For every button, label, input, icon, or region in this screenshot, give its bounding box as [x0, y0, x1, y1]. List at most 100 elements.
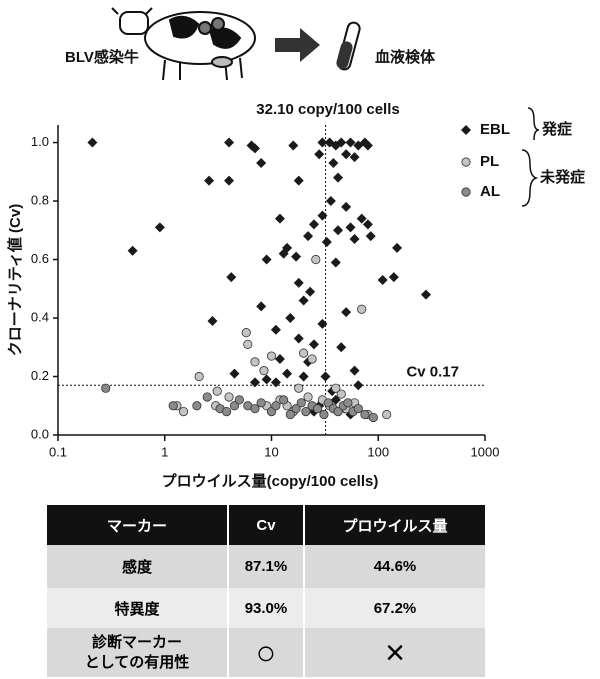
- legend-label: EBL: [480, 121, 510, 138]
- diamond-point: [226, 272, 236, 282]
- diamond-point: [128, 246, 138, 256]
- legend-marker: [462, 158, 470, 166]
- x-tick-label: 1: [161, 444, 168, 459]
- diamond-point: [271, 325, 281, 335]
- diamond-point: [282, 369, 292, 379]
- table-cell: 93.0%: [228, 588, 304, 628]
- diamond-point: [322, 237, 332, 247]
- y-tick-label: 0.4: [31, 309, 49, 324]
- circle-point: [203, 393, 211, 401]
- circle-point: [260, 366, 268, 374]
- legend-label: AL: [480, 183, 500, 200]
- table-header: マーカー: [46, 505, 228, 545]
- chart-title: 32.10 copy/100 cells: [256, 101, 399, 118]
- diamond-point: [256, 301, 266, 311]
- diamond-point: [303, 231, 313, 241]
- diamond-point: [366, 231, 376, 241]
- bracket: [528, 108, 539, 140]
- diamond-point: [392, 243, 402, 253]
- table-cell: 特異度: [46, 588, 228, 628]
- figure: BLV感染牛 血液検体 32.10 copy/100 cells プロウイルス量…: [0, 0, 600, 500]
- diamond-point: [224, 176, 234, 186]
- circle-point: [257, 399, 265, 407]
- diamond-point: [204, 176, 214, 186]
- diamond-point: [389, 272, 399, 282]
- circle-point: [272, 402, 280, 410]
- diamond-point: [357, 214, 367, 224]
- circle-point: [169, 402, 177, 410]
- source-label: BLV感染牛: [65, 48, 139, 66]
- comparison-table: マーカー Cv プロウイルス量 感度 87.1% 44.6% 特異度 93.0%…: [45, 505, 485, 677]
- diamond-point: [350, 366, 360, 376]
- diamond-point: [229, 369, 239, 379]
- table-cell: 67.2%: [304, 588, 485, 628]
- circle-point: [235, 396, 243, 404]
- table-cell: 44.6%: [304, 545, 485, 588]
- circle-point: [251, 358, 259, 366]
- circle-point: [369, 413, 377, 421]
- y-tick-label: 0.0: [31, 426, 49, 441]
- diamond-point: [341, 202, 351, 212]
- circle-point: [279, 396, 287, 404]
- table-cell: 診断マーカー としての有用性: [46, 628, 228, 677]
- bracket: [522, 150, 536, 206]
- diamond-point: [333, 225, 343, 235]
- diamond-point: [299, 372, 309, 382]
- diamond-point: [294, 176, 304, 186]
- table-cell: 感度: [46, 545, 228, 588]
- diamond-point: [250, 377, 260, 387]
- diamond-point: [317, 211, 327, 221]
- diamond-point: [320, 372, 330, 382]
- diamond-point: [207, 316, 217, 326]
- circle-point: [361, 410, 369, 418]
- circle-point: [242, 328, 250, 336]
- circle-point: [383, 410, 391, 418]
- circle-point: [308, 355, 316, 363]
- x-tick-label: 10: [264, 444, 278, 459]
- diamond-point: [378, 275, 388, 285]
- x-tick-label: 0.1: [49, 444, 67, 459]
- diamond-point: [256, 158, 266, 168]
- circle-point: [312, 255, 320, 263]
- diamond-point: [288, 140, 298, 150]
- diamond-point: [262, 255, 272, 265]
- table-cell: ×: [304, 628, 485, 677]
- diamond-point: [341, 307, 351, 317]
- circle-point: [222, 407, 230, 415]
- diamond-point: [155, 222, 165, 232]
- circle-point: [354, 404, 362, 412]
- circle-point: [295, 384, 303, 392]
- diamond-point: [363, 219, 373, 229]
- diamond-point: [305, 287, 315, 297]
- x-tick-label: 1000: [471, 444, 500, 459]
- diamond-point: [331, 257, 341, 267]
- diamond-point: [309, 219, 319, 229]
- page: BLV感染牛 血液検体 32.10 copy/100 cells プロウイルス量…: [0, 0, 600, 679]
- table-header: プロウイルス量: [304, 505, 485, 545]
- x-tick-label: 100: [367, 444, 389, 459]
- diamond-point: [262, 374, 272, 384]
- circle-point: [297, 399, 305, 407]
- diamond-point: [314, 149, 324, 159]
- diamond-point: [87, 138, 97, 148]
- circle-point: [225, 393, 233, 401]
- circle-point: [358, 305, 366, 313]
- circle-point: [344, 399, 352, 407]
- table-header: Cv: [228, 505, 304, 545]
- diamond-point: [353, 380, 363, 390]
- threshold-label: Cv 0.17: [406, 363, 459, 380]
- y-tick-label: 0.8: [31, 192, 49, 207]
- circle-point: [213, 387, 221, 395]
- group-label: 未発症: [539, 168, 585, 186]
- cow-icon: [112, 8, 255, 80]
- diamond-point: [326, 196, 336, 206]
- diamond-point: [271, 377, 281, 387]
- tube-icon: [335, 21, 361, 70]
- arrow: [275, 28, 320, 62]
- diamond-point: [328, 158, 338, 168]
- y-tick-label: 0.6: [31, 251, 49, 266]
- diamond-point: [294, 278, 304, 288]
- diamond-point: [309, 339, 319, 349]
- diamond-point: [299, 295, 309, 305]
- diamond-point: [336, 342, 346, 352]
